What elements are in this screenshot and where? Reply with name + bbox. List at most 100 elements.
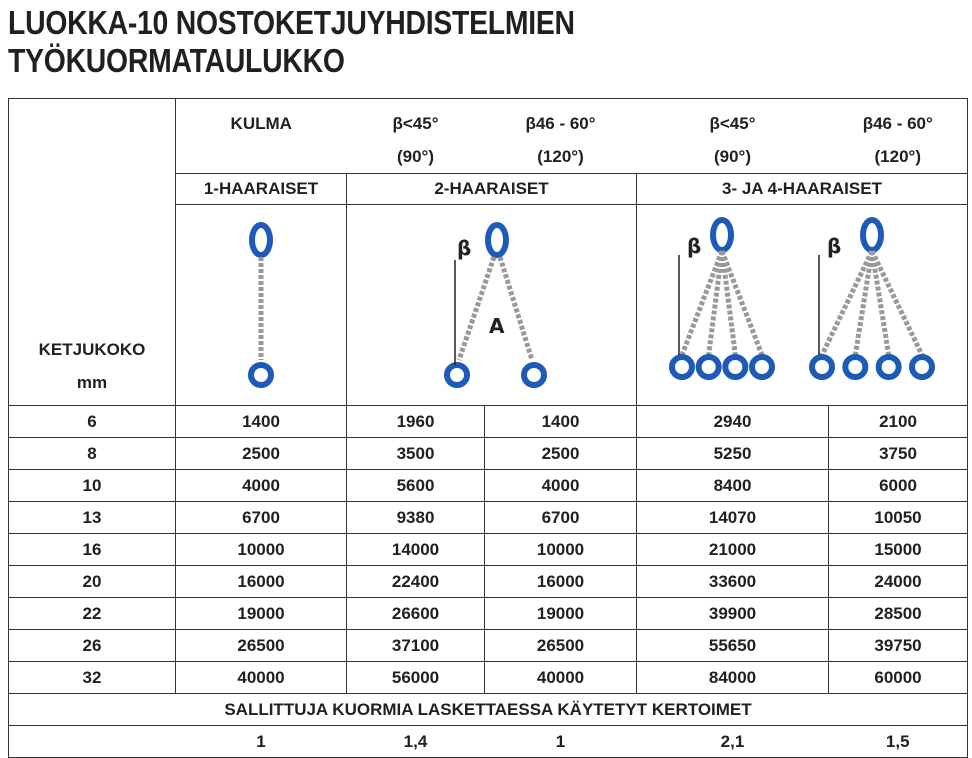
- load-cell: 16000: [175, 565, 347, 598]
- working-load-table: KETJUKOKO mm KULMA β<45° (90°) β46 - 60° (1…: [8, 98, 968, 758]
- load-cell: 6700: [484, 501, 637, 534]
- group-1-leg: 1-HAARAISET: [175, 173, 347, 205]
- chain-leg: [719, 250, 765, 356]
- chain-leg: [679, 250, 725, 356]
- load-cell: 15000: [828, 533, 968, 566]
- factor-value: 1: [175, 725, 347, 758]
- angle-a-label: A: [489, 314, 505, 338]
- chain-leg: [497, 256, 534, 361]
- load-cell: 10050: [828, 501, 968, 534]
- hook-icon: [722, 354, 749, 380]
- load-cell: 6000: [828, 469, 968, 502]
- master-link-icon: [860, 217, 884, 253]
- angle-label: KULMA: [175, 98, 347, 174]
- beta-label: β: [827, 234, 841, 258]
- load-cell: 24000: [828, 565, 968, 598]
- factor-value: 1: [484, 725, 637, 758]
- angle-34leg-45: β<45° (90°): [636, 98, 829, 174]
- load-cell: 2500: [484, 437, 637, 470]
- load-cell: 56000: [346, 661, 485, 694]
- load-cell: 14000: [346, 533, 485, 566]
- page-title: LUOKKA-10 NOSTOKETJUYHDISTELMIEN TYÖKUOR…: [8, 4, 575, 79]
- beta-label: β: [687, 234, 701, 258]
- load-cell: 2100: [828, 405, 968, 438]
- angle-34leg-60: β46 - 60° (120°): [828, 98, 968, 174]
- hook-icon: [909, 354, 935, 380]
- table-row: 8 2500 3500 2500 5250 3750: [8, 437, 968, 470]
- table-row: 13 6700 9380 6700 14070 10050: [8, 501, 968, 534]
- chain-size-cell: 8: [8, 437, 176, 470]
- load-cell: 1400: [175, 405, 347, 438]
- chain-size-cell: 13: [8, 501, 176, 534]
- load-cell: 4000: [175, 469, 347, 502]
- load-cell: 5600: [346, 469, 485, 502]
- chain-leg: [869, 249, 925, 357]
- load-cell: 40000: [175, 661, 347, 694]
- load-cell: 3500: [346, 437, 485, 470]
- load-cell: 5250: [636, 437, 829, 470]
- chain-size-header: KETJUKOKO mm: [8, 98, 176, 406]
- master-link-icon: [484, 222, 509, 258]
- load-cell: 8400: [636, 469, 829, 502]
- factor-value: 1,5: [828, 725, 968, 758]
- load-cell: 14070: [636, 501, 829, 534]
- chain-leg: [456, 256, 496, 361]
- load-cell: 37100: [346, 629, 485, 662]
- load-cell: 39750: [828, 629, 968, 662]
- one-leg-chain-image: [175, 204, 347, 406]
- factor-value: 2,1: [636, 725, 829, 758]
- load-cell: 2500: [175, 437, 347, 470]
- group-3-4-leg: 3- JA 4-HAARAISET: [636, 173, 968, 205]
- table-row: 16 10000 14000 10000 21000 15000: [8, 533, 968, 566]
- factors-label: SALLITTUJA KUORMIA LASKETTAESSA KÄYTETYT…: [8, 693, 968, 726]
- load-cell: 2940: [636, 405, 829, 438]
- chain-leg: [819, 249, 875, 357]
- load-cell: 55650: [636, 629, 829, 662]
- hook-icon: [842, 354, 869, 380]
- load-cell: 3750: [828, 437, 968, 470]
- hook-icon: [248, 362, 274, 388]
- chain-size-cell: 6: [8, 405, 176, 438]
- chain-leg: [869, 250, 892, 356]
- load-cell: 19000: [175, 597, 347, 630]
- master-link-icon: [710, 217, 734, 253]
- chain-size-cell: 22: [8, 597, 176, 630]
- factor-value: 1,4: [346, 725, 485, 758]
- table-row: 26 26500 37100 26500 55650 39750: [8, 629, 968, 662]
- chain-size-cell: 26: [8, 629, 176, 662]
- table-row: 20 16000 22400 16000 33600 24000: [8, 565, 968, 598]
- chain-leg: [706, 250, 725, 356]
- load-cell: 21000: [636, 533, 829, 566]
- angle-2leg-45: β<45° (90°): [346, 98, 485, 174]
- hook-icon: [443, 362, 470, 388]
- load-cell: 10000: [175, 533, 347, 566]
- load-cell: 1960: [346, 405, 485, 438]
- load-cell: 39900: [636, 597, 829, 630]
- factors-empty: [8, 725, 176, 758]
- load-cell: 26500: [484, 629, 637, 662]
- table-row: 22 19000 26600 19000 39900 28500: [8, 597, 968, 630]
- load-cell: 9380: [346, 501, 485, 534]
- table-row: 6 1400 1960 1400 2940 2100: [8, 405, 968, 438]
- beta-label: β: [457, 236, 471, 260]
- chain-size-cell: 32: [8, 661, 176, 694]
- hook-icon: [520, 362, 547, 388]
- load-cell: 19000: [484, 597, 637, 630]
- table-row: 10 4000 5600 4000 8400 6000: [8, 469, 968, 502]
- hook-icon: [809, 354, 835, 380]
- load-cell: 26600: [346, 597, 485, 630]
- load-cell: 10000: [484, 533, 637, 566]
- load-cell: 84000: [636, 661, 829, 694]
- load-cell: 26500: [175, 629, 347, 662]
- load-cell: 40000: [484, 661, 637, 694]
- master-link-icon: [249, 222, 273, 258]
- hook-icon: [695, 354, 722, 380]
- load-cell: 60000: [828, 661, 968, 694]
- load-cell: 16000: [484, 565, 637, 598]
- group-2-leg: 2-HAARAISET: [346, 173, 637, 205]
- load-cell: 22400: [346, 565, 485, 598]
- chain-leg: [719, 250, 738, 356]
- chain-size-cell: 20: [8, 565, 176, 598]
